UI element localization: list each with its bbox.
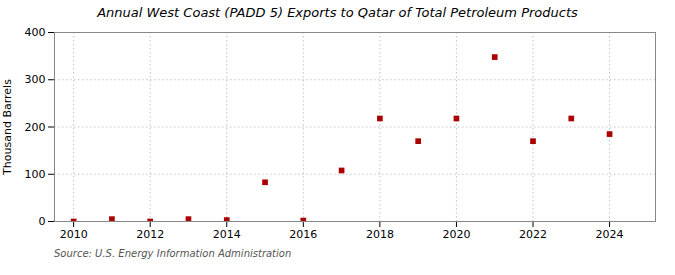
svg-text:2014: 2014	[213, 228, 241, 241]
html-text:Annual West Coast (PADD 5) Exp: Annual West Coast (PADD 5) Exports to Qa…	[97, 5, 578, 20]
svg-text:2012: 2012	[136, 228, 164, 241]
svg-text:2020: 2020	[442, 228, 470, 241]
svg-text:2022: 2022	[519, 228, 547, 241]
svg-text:2016: 2016	[289, 228, 317, 241]
svg-text:2024: 2024	[596, 228, 624, 241]
svg-text:2010: 2010	[60, 228, 88, 241]
svg-text:Thousand Barrels: Thousand Barrels	[1, 79, 14, 176]
html-text:Source: U.S. Energy Informatio: Source: U.S. Energy Information Administ…	[54, 248, 292, 259]
svg-text:200: 200	[25, 121, 46, 134]
svg-text:2018: 2018	[366, 228, 394, 241]
svg-text:400: 400	[25, 26, 46, 39]
svg-text:300: 300	[25, 73, 46, 86]
svg-text:0: 0	[39, 215, 46, 228]
svg-text:100: 100	[25, 168, 46, 181]
